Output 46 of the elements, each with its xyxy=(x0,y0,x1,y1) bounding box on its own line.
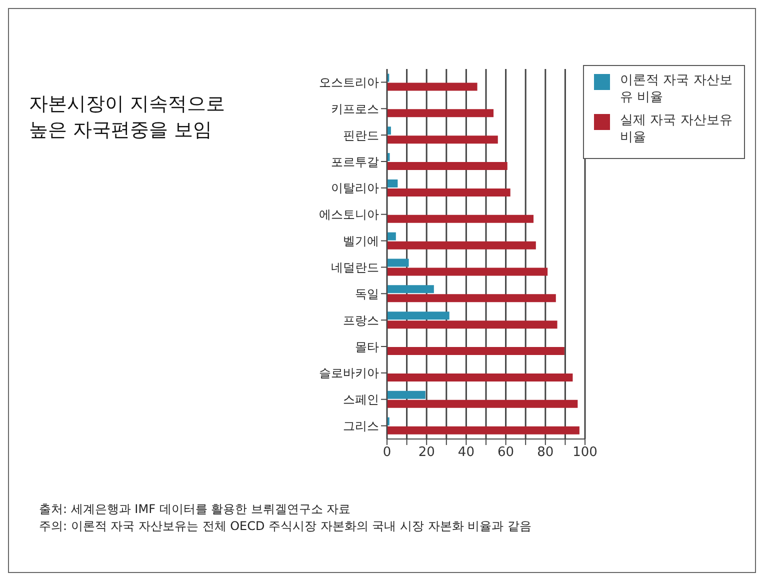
bar xyxy=(387,136,498,144)
y-tick-label: 프랑스 xyxy=(343,313,379,328)
legend-label: 이론적 자국 자산보유 비율 xyxy=(620,72,734,106)
bar xyxy=(387,153,390,162)
y-tick-label: 독일 xyxy=(355,286,379,301)
bar xyxy=(387,347,564,356)
y-tick-label: 몰타 xyxy=(355,340,379,354)
y-tick-label: 포르투갈 xyxy=(331,154,379,169)
y-tick-label: 그리스 xyxy=(343,419,379,434)
x-tick-label: 60 xyxy=(498,445,514,460)
bar xyxy=(387,188,510,196)
bar xyxy=(387,426,580,434)
legend-label: 실제 자국 자산보유 비율 xyxy=(620,112,734,146)
y-tick-label: 슬로바키아 xyxy=(319,366,379,380)
x-tick-label: 20 xyxy=(418,445,435,460)
bar xyxy=(387,162,508,170)
source-note: 출처: 세계은행과 IMF 데이터를 활용한 브뤼겔연구소 자료 xyxy=(39,501,352,518)
y-tick-label: 스페인 xyxy=(343,392,379,407)
x-tick-label: 80 xyxy=(537,445,554,460)
y-tick-label: 핀란드 xyxy=(343,128,379,142)
y-tick-label: 이탈리아 xyxy=(331,181,379,196)
bar xyxy=(387,258,409,267)
y-tick-label: 벨기에 xyxy=(343,234,379,248)
bar xyxy=(387,390,426,399)
bar xyxy=(387,241,536,250)
text: 주의: 이론적 자국 자산보유는 전체 OECD 주식시장 자본화의 국내 시장 자본화 비율과 같음 xyxy=(39,518,532,535)
bar xyxy=(387,294,556,302)
bar xyxy=(387,109,494,118)
y-tick-label: 에스토니아 xyxy=(319,208,379,222)
bar xyxy=(387,373,573,382)
bar xyxy=(387,82,478,91)
bar xyxy=(387,285,434,294)
x-tick-label: 100 xyxy=(572,445,598,460)
bar xyxy=(387,214,534,223)
bar xyxy=(387,400,578,408)
bar xyxy=(387,312,450,320)
y-tick-label: 오스트리아 xyxy=(319,75,379,90)
y-tick-label: 네덜란드 xyxy=(331,260,379,274)
y-tick-label: 키프로스 xyxy=(331,102,379,116)
bar xyxy=(387,268,548,276)
bar xyxy=(387,232,396,240)
x-tick-label: 0 xyxy=(382,445,392,460)
x-tick-label: 40 xyxy=(458,445,474,460)
bar xyxy=(387,179,398,188)
text: 자본시장이 지속적으로 높은 자국편중을 보임 xyxy=(29,92,226,143)
bar xyxy=(387,320,558,329)
